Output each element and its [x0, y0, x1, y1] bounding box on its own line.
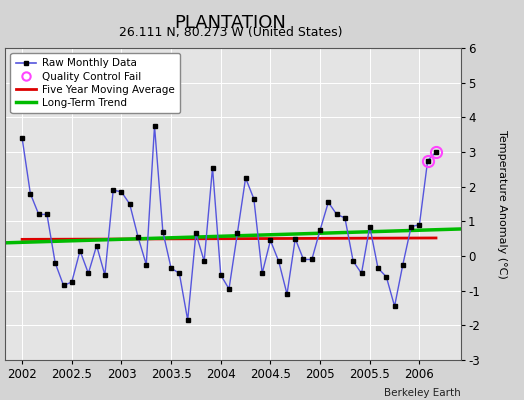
Text: PLANTATION: PLANTATION [174, 14, 287, 32]
Y-axis label: Temperature Anomaly (°C): Temperature Anomaly (°C) [497, 130, 507, 278]
Text: 26.111 N, 80.273 W (United States): 26.111 N, 80.273 W (United States) [119, 26, 342, 39]
Legend: Raw Monthly Data, Quality Control Fail, Five Year Moving Average, Long-Term Tren: Raw Monthly Data, Quality Control Fail, … [10, 53, 180, 113]
Text: Berkeley Earth: Berkeley Earth [385, 388, 461, 398]
